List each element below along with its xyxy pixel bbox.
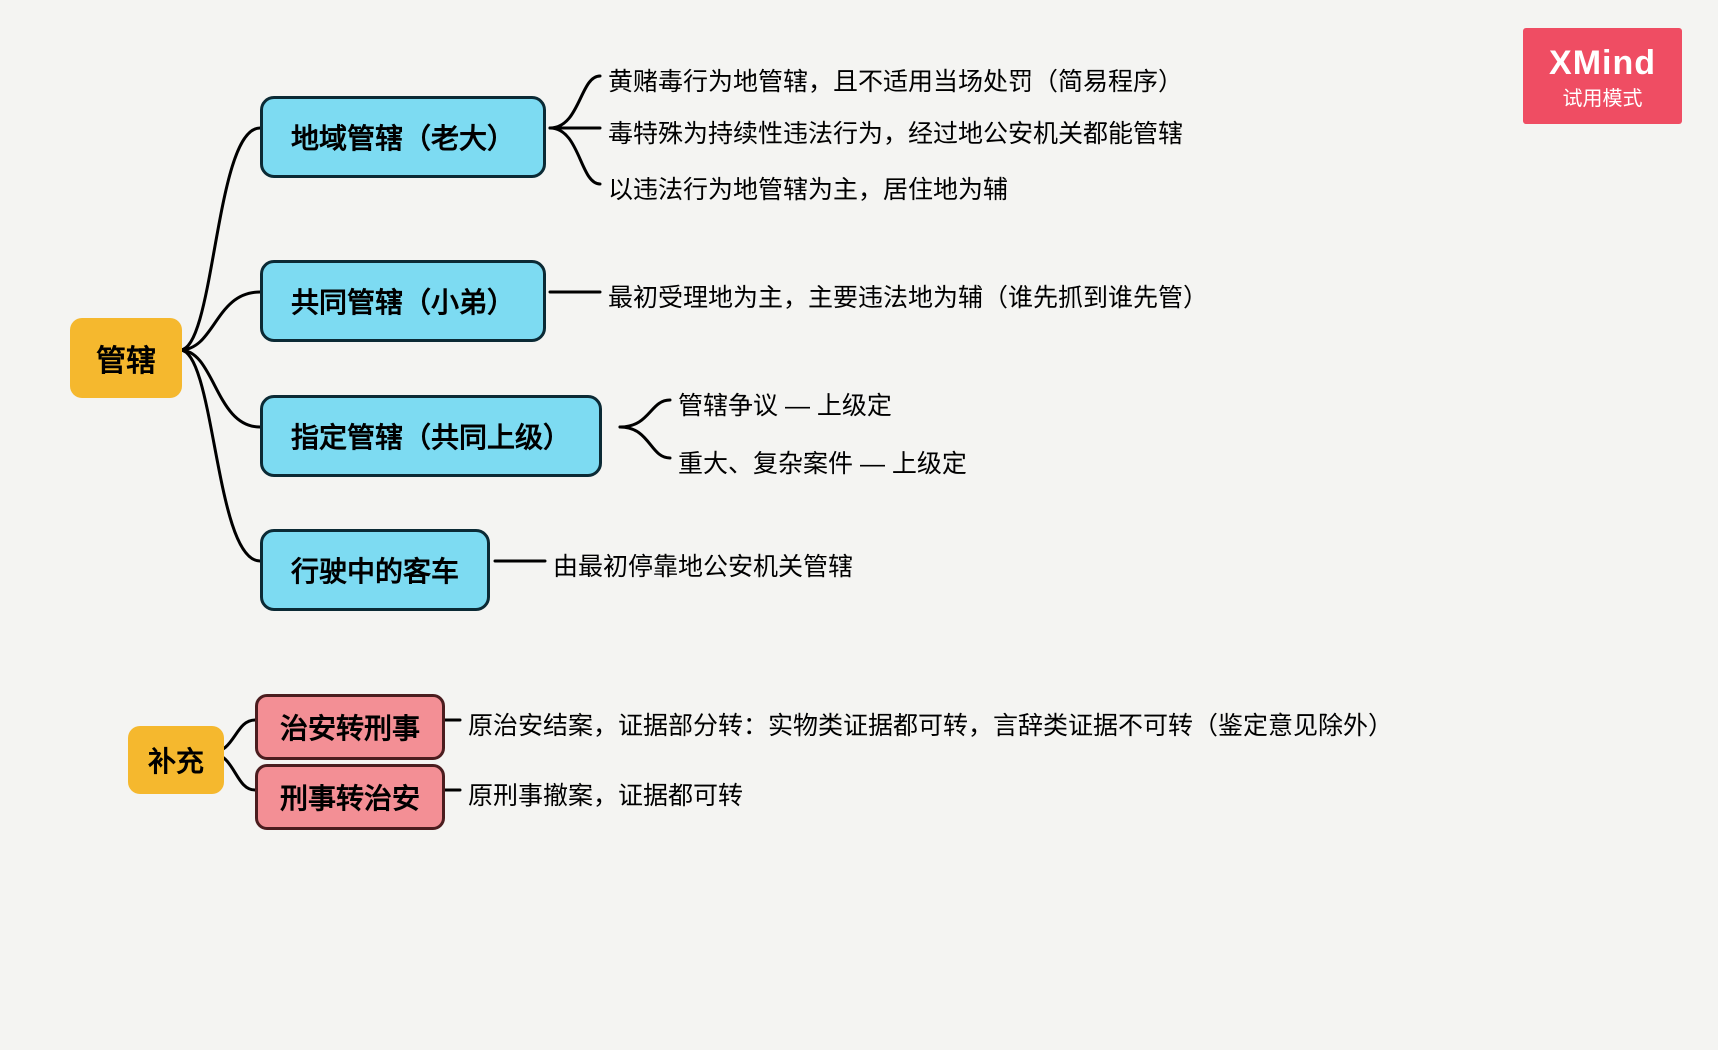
root-node-jurisdiction[interactable]: 管辖 [70, 318, 182, 398]
leaf-text: 毒特殊为持续性违法行为，经过地公安机关都能管辖 [608, 114, 1183, 150]
leaf-text: 原治安结案，证据部分转：实物类证据都可转，言辞类证据不可转（鉴定意见除外） [468, 706, 1393, 742]
leaf-text: 重大、复杂案件 — 上级定 [678, 444, 967, 480]
branch-public-to-criminal[interactable]: 治安转刑事 [255, 694, 445, 760]
leaf-text: 最初受理地为主，主要违法地为辅（谁先抓到谁先管） [608, 278, 1208, 314]
branch-moving-bus[interactable]: 行驶中的客车 [260, 529, 490, 611]
branch-territorial[interactable]: 地域管辖（老大） [260, 96, 546, 178]
leaf-text: 由最初停靠地公安机关管辖 [553, 547, 853, 583]
branch-designated[interactable]: 指定管辖（共同上级） [260, 395, 602, 477]
connector-layer [0, 0, 1718, 1050]
leaf-text: 黄赌毒行为地管辖，且不适用当场处罚（简易程序） [608, 62, 1183, 98]
xmind-watermark: XMind 试用模式 [1523, 28, 1682, 124]
root-node-supplement[interactable]: 补充 [128, 726, 224, 794]
leaf-text: 以违法行为地管辖为主，居住地为辅 [608, 170, 1008, 206]
watermark-subtitle: 试用模式 [1549, 87, 1656, 112]
branch-criminal-to-public[interactable]: 刑事转治安 [255, 764, 445, 830]
leaf-text: 管辖争议 — 上级定 [678, 386, 892, 422]
leaf-text: 原刑事撤案，证据都可转 [468, 776, 743, 812]
watermark-title: XMind [1549, 42, 1656, 85]
branch-joint[interactable]: 共同管辖（小弟） [260, 260, 546, 342]
